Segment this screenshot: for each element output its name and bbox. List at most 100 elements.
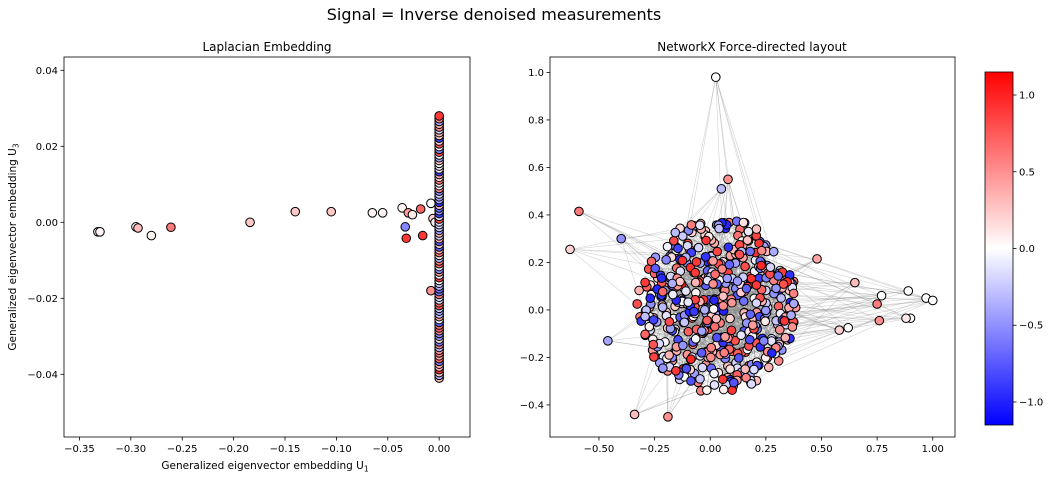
graph-node <box>709 368 719 379</box>
graph-edge <box>750 251 878 305</box>
graph-node <box>740 364 750 374</box>
embedding-point <box>377 208 388 218</box>
embedding-point <box>407 209 418 220</box>
graph-node <box>668 289 678 300</box>
graph-node <box>740 261 750 272</box>
graph-node <box>776 293 786 303</box>
left-x-axis-label-subscript: 1 <box>364 465 369 474</box>
graph-node <box>690 267 701 278</box>
graph-node <box>756 245 767 256</box>
graph-node <box>645 293 655 304</box>
embedding-point <box>397 203 407 213</box>
graph-node <box>717 374 728 385</box>
left-y-tick-label: 0.02 <box>36 142 58 153</box>
embedding-point <box>290 206 301 217</box>
right-y-tick-label: −0.2 <box>520 353 544 364</box>
colorbar-tick-label: −0.5 <box>1019 321 1043 332</box>
graph-node <box>664 316 675 327</box>
colorbar-ticks: 1.0 0.5 0.0 −0.5 −1.0 <box>1013 91 1043 408</box>
graph-node <box>850 277 860 288</box>
graph-node <box>644 321 655 332</box>
embedding-point <box>426 285 436 296</box>
graph-edge <box>758 288 777 366</box>
graph-node <box>603 336 613 346</box>
left-x-axis-label: Generalized eigenvector embedding U1 <box>161 460 368 474</box>
right-x-tick-label: 0.50 <box>810 444 832 455</box>
graph-node <box>733 353 744 363</box>
graph-node <box>675 276 685 287</box>
graph-node <box>780 332 791 343</box>
graph-node <box>574 206 584 217</box>
right-axes: NetworkX Force-directed layout −0.50 −0.2… <box>520 40 956 455</box>
graph-edge <box>569 231 749 250</box>
right-axes-title: NetworkX Force-directed layout <box>657 40 847 54</box>
graph-node <box>656 273 667 283</box>
graph-node <box>727 297 737 308</box>
embedding-point <box>166 222 176 233</box>
graph-node <box>701 235 711 246</box>
graph-node <box>697 326 707 336</box>
graph-edge <box>750 300 933 381</box>
graph-node <box>667 278 678 289</box>
graph-node <box>779 316 790 326</box>
right-x-tick-label: −0.50 <box>584 444 615 455</box>
graph-node <box>693 242 704 253</box>
colorbar-tick-label: 0.0 <box>1019 244 1035 255</box>
graph-node <box>751 298 762 308</box>
graph-node <box>650 263 661 274</box>
embedding-point <box>426 198 436 209</box>
left-y-tick-label: −0.02 <box>27 294 58 305</box>
graph-edge <box>670 225 701 329</box>
graph-node <box>695 374 705 384</box>
graph-node <box>724 259 735 270</box>
graph-node <box>742 235 753 245</box>
graph-node <box>670 227 681 238</box>
graph-node <box>648 339 659 350</box>
graph-node <box>679 317 690 328</box>
graph-edge <box>569 249 709 278</box>
graph-node <box>664 350 674 360</box>
graph-edge <box>706 300 933 352</box>
graph-node <box>872 299 882 309</box>
graph-node <box>681 286 691 296</box>
graph-node <box>565 244 575 255</box>
graph-node <box>722 273 733 284</box>
graph-node <box>773 271 784 281</box>
embedding-point <box>245 217 255 228</box>
graph-node <box>901 313 911 324</box>
colorbar-tick-label: 0.5 <box>1019 167 1035 178</box>
graph-node <box>745 334 755 345</box>
graph-node <box>689 306 699 317</box>
right-plot-area <box>565 72 938 422</box>
left-x-tick-label: −0.30 <box>115 444 146 455</box>
graph-node <box>738 296 749 306</box>
graph-node <box>843 322 853 333</box>
graph-node <box>718 301 728 311</box>
graph-node <box>700 252 711 262</box>
graph-node <box>716 184 727 194</box>
right-y-tick-label: −0.4 <box>520 400 544 411</box>
graph-node <box>751 280 762 290</box>
graph-node <box>729 377 739 388</box>
graph-node <box>671 366 681 376</box>
graph-edge <box>791 300 933 316</box>
graph-node <box>787 322 798 332</box>
graph-node <box>702 385 712 395</box>
left-y-tick-label: −0.04 <box>27 370 58 381</box>
graph-node <box>876 290 887 301</box>
graph-node <box>760 316 771 327</box>
graph-node <box>708 256 718 266</box>
graph-node <box>771 283 781 294</box>
graph-node <box>903 286 914 296</box>
graph-node <box>874 315 885 326</box>
graph-node <box>711 313 722 324</box>
graph-node <box>834 325 845 335</box>
graph-edge <box>666 77 717 359</box>
graph-edge <box>715 77 723 223</box>
graph-node <box>751 224 762 234</box>
graph-node <box>690 277 701 288</box>
graph-edge <box>769 270 927 299</box>
graph-node <box>741 283 752 294</box>
graph-node <box>725 364 735 374</box>
embedding-point <box>133 223 143 233</box>
